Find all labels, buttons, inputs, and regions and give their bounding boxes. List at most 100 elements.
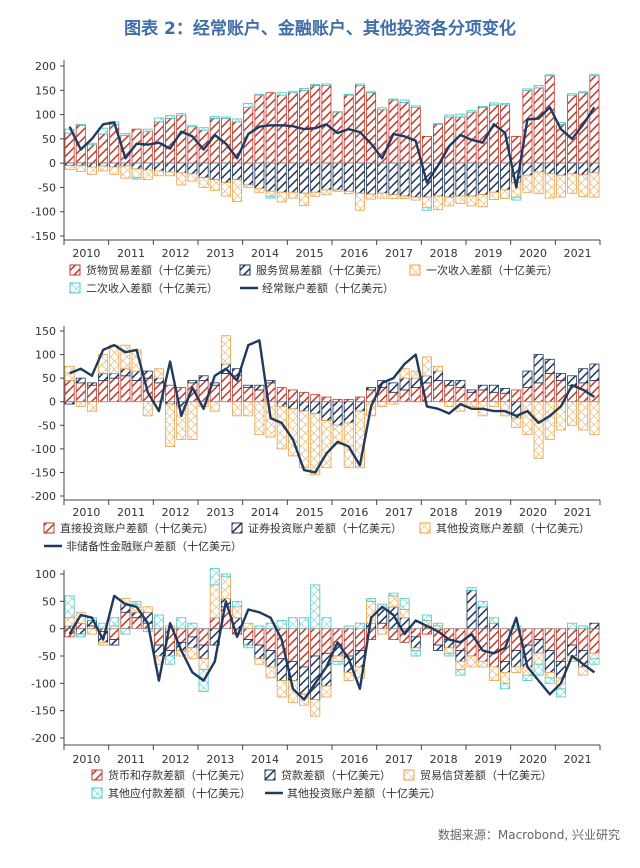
bar-orange [243, 401, 254, 417]
bar-navy [466, 162, 477, 197]
bar-cyan [254, 93, 265, 96]
bar-red [187, 126, 198, 164]
bar-navy [533, 162, 544, 173]
bar-cyan [220, 573, 231, 578]
bar-orange [64, 617, 75, 627]
bar-cyan [589, 658, 600, 665]
bar-red [343, 398, 354, 403]
legend-swatch [403, 769, 415, 781]
y-tick-label: 0 [49, 623, 56, 636]
bar-navy [254, 644, 265, 660]
legend-label: 货币和存款差额（十亿美元） [108, 768, 251, 782]
bar-orange [109, 166, 120, 175]
bar-orange [176, 172, 187, 186]
y-tick-label: 150 [35, 84, 56, 97]
bar-red [343, 94, 354, 164]
bar-orange [98, 165, 109, 172]
bar-cyan [332, 661, 343, 665]
bar-orange [388, 194, 399, 199]
bar-cyan [321, 617, 332, 630]
y-tick-label: 200 [35, 60, 56, 73]
bar-orange [567, 401, 578, 426]
bar-orange [477, 401, 488, 417]
bar-navy [187, 380, 198, 384]
bar-orange [488, 401, 499, 407]
bar-navy [310, 655, 321, 701]
bar-red [500, 628, 511, 662]
bar-orange [287, 191, 298, 199]
legend-label: 贸易信贷差额（十亿美元） [420, 768, 552, 782]
bar-red [455, 387, 466, 403]
bar-navy [589, 162, 600, 174]
bar-navy [120, 368, 131, 377]
bar-red [198, 129, 209, 164]
bar-orange [377, 628, 388, 635]
bar-cyan [433, 622, 444, 627]
bar-navy [265, 380, 276, 384]
bar-orange [410, 647, 421, 651]
bar-cyan [299, 87, 310, 91]
bar-navy [265, 162, 276, 192]
bar-red [299, 628, 310, 668]
bar-navy [455, 380, 466, 388]
bar-red [254, 628, 265, 646]
legend-swatch [69, 264, 81, 276]
bar-red [109, 628, 120, 641]
bar-navy [176, 641, 187, 651]
bar-navy [500, 661, 511, 673]
bar-orange [444, 401, 455, 407]
bar-red [131, 380, 142, 403]
bar-orange [321, 420, 332, 469]
bar-navy [176, 401, 187, 407]
bar-orange [522, 666, 533, 676]
bar-orange [567, 655, 578, 662]
bar-navy [64, 625, 75, 630]
bar-navy [75, 628, 86, 635]
bar-navy [321, 162, 332, 191]
bar-red [567, 94, 578, 164]
bar-navy [232, 162, 243, 181]
bar-red [388, 628, 399, 641]
x-tick-label: 2017 [385, 753, 413, 766]
bar-red [332, 111, 343, 164]
bar-navy [377, 162, 388, 194]
bar-red [522, 387, 533, 403]
bar-navy [276, 162, 287, 193]
bar-navy [254, 384, 265, 391]
bar-red [500, 392, 511, 403]
bar-red [366, 389, 377, 403]
legend-swatch [409, 264, 421, 276]
bar-navy [153, 377, 164, 384]
bar-navy [410, 636, 421, 649]
bar-navy [276, 658, 287, 682]
bar-cyan [410, 650, 421, 657]
line-series [69, 339, 596, 474]
y-tick-label: -100 [31, 206, 56, 219]
bar-navy [109, 162, 120, 168]
bar-red [555, 123, 566, 164]
bar-navy [578, 650, 589, 668]
x-tick-label: 2017 [385, 247, 413, 260]
bar-orange [343, 422, 354, 469]
bar-red [86, 144, 97, 164]
bar-red [75, 382, 86, 403]
bar-cyan [455, 113, 466, 118]
x-tick-label: 2020 [519, 753, 547, 766]
bar-cyan [243, 103, 254, 108]
bar-orange [153, 368, 164, 379]
bar-red [578, 92, 589, 164]
bar-navy [399, 377, 410, 391]
bar-red [254, 94, 265, 164]
bar-orange [511, 417, 522, 429]
bar-navy [544, 162, 555, 175]
bar-orange [455, 661, 466, 671]
bar-navy [366, 622, 377, 630]
bar-orange [254, 401, 265, 436]
bar-red [86, 384, 97, 403]
bar-navy [410, 162, 421, 198]
bar-orange [589, 401, 600, 436]
bar-navy [477, 384, 488, 391]
bar-orange [477, 194, 488, 208]
bar-orange [366, 401, 377, 417]
bar-navy [388, 162, 399, 196]
